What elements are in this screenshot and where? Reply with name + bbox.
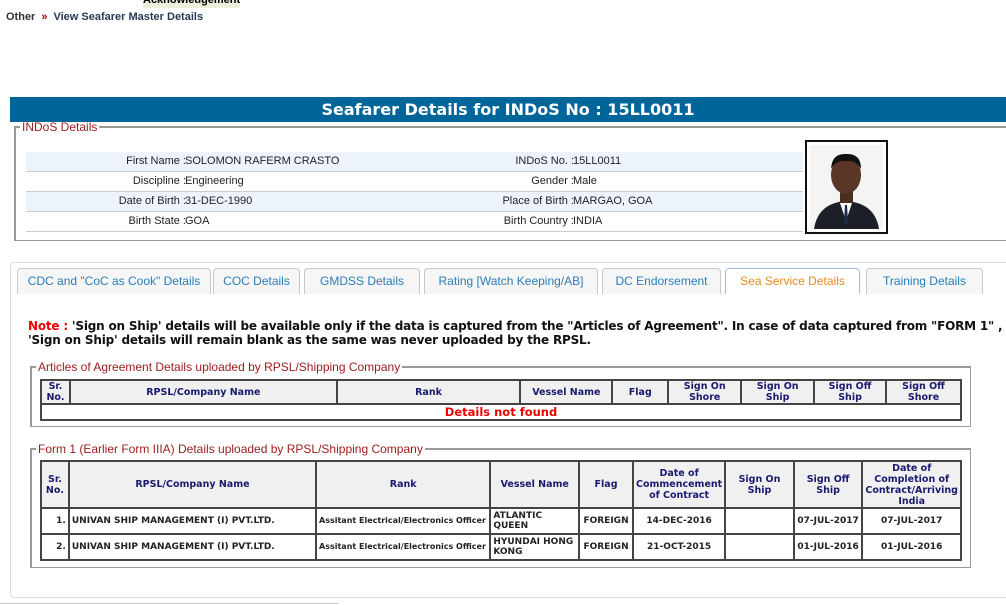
tab-rating-watch-keeping-ab[interactable]: Rating [Watch Keeping/AB] — [424, 268, 598, 294]
breadcrumb-current: View Seafarer Master Details — [53, 11, 204, 23]
column-header: Sign On Ship — [724, 460, 795, 509]
field-value: MARGAO, GOA — [573, 195, 653, 207]
table-cell — [724, 507, 795, 535]
tab-cdc-and-coc-as-cook-details[interactable]: CDC and "CoC as Cook" Details — [17, 268, 211, 294]
field-label: Place of Birth : — [502, 195, 574, 207]
person-photo-icon — [810, 145, 883, 229]
column-header: Rank — [315, 460, 492, 509]
field-label: Gender : — [531, 175, 574, 187]
aoa-table: Sr. No. RPSL/Company Name Rank Vessel Name F… — [40, 379, 962, 421]
tab-gmdss-details[interactable]: GMDSS Details — [304, 268, 420, 294]
tab-training-details[interactable]: Training Details — [866, 268, 983, 294]
table-cell: 01-JUL-2016 — [861, 533, 962, 561]
field-value: Engineering — [185, 175, 244, 187]
column-header: Sr. No. — [40, 460, 70, 509]
note-text: 'Sign on Ship' details will be available… — [28, 319, 1003, 347]
column-header: Sign On Ship — [740, 379, 816, 405]
field-label: Date of Birth : — [118, 195, 186, 207]
field-value: Male — [573, 175, 597, 187]
column-header: Sign Off Shore — [885, 379, 962, 405]
field-label: Discipline : — [132, 175, 186, 187]
table-cell: UNIVAN SHIP MANAGEMENT (I) PVT.LTD. — [67, 507, 318, 535]
table-cell: UNIVAN SHIP MANAGEMENT (I) PVT.LTD. — [67, 533, 318, 561]
table-cell: 14-DEC-2016 — [631, 507, 727, 535]
table-cell: 01-JUL-2016 — [792, 533, 864, 561]
field-label: Birth State : — [128, 215, 186, 227]
sea-service-note: Note : 'Sign on Ship' details will be av… — [28, 319, 1003, 347]
tab-sea-service-details[interactable]: Sea Service Details — [725, 268, 860, 294]
empty-message: Details not found — [40, 403, 962, 421]
column-header: Flag — [611, 379, 670, 405]
column-header: Date of Completion of Contract/Arriving … — [861, 460, 962, 509]
indos-row: Discipline : Engineering Gender : Male — [26, 172, 803, 192]
seafarer-photo — [805, 140, 888, 234]
form1-fieldset: Form 1 (Earlier Form IIIA) Details uploa… — [30, 442, 971, 568]
table-row: 1. UNIVAN SHIP MANAGEMENT (I) PVT.LTD. Ass… — [40, 507, 962, 535]
note-label: Note : — [28, 319, 68, 333]
tab-panel — [10, 262, 1006, 598]
table-cell: FOREIGN — [578, 507, 634, 535]
field-value: GOA — [185, 215, 210, 227]
divider — [0, 603, 338, 604]
table-row: 2. UNIVAN SHIP MANAGEMENT (I) PVT.LTD. Ass… — [40, 533, 962, 561]
table-cell: ATLANTIC QUEEN — [489, 507, 581, 535]
column-header: Sr. No. — [40, 379, 71, 405]
indos-row: Date of Birth :31-DEC-1990 Place of Birth… — [26, 192, 803, 212]
aoa-fieldset: Articles of Agreement Details uploaded b… — [30, 360, 971, 427]
breadcrumb-root[interactable]: Other — [6, 11, 36, 23]
table-cell — [724, 533, 795, 561]
indos-row: First Name : SOLOMON RAFERM CRASTO INDoS N… — [26, 152, 803, 172]
table-cell: Assitant Electrical/Electronics Officer — [315, 533, 492, 561]
table-cell: 2. — [40, 533, 70, 561]
table-cell: 1. — [40, 507, 70, 535]
field-value: 15LL0011 — [573, 155, 622, 167]
column-header: Vessel Name — [489, 460, 581, 509]
form1-legend: Form 1 (Earlier Form IIIA) Details uploa… — [38, 442, 423, 456]
field-label: Birth Country : — [503, 215, 574, 227]
table-cell: FOREIGN — [578, 533, 634, 561]
acknowledgement-link[interactable]: Acknowledgement — [143, 0, 240, 8]
tab-coc-details[interactable]: COC Details — [213, 268, 300, 294]
column-header: Sign Off Ship — [792, 460, 864, 509]
table-cell: 07-JUL-2017 — [792, 507, 864, 535]
page-title: Seafarer Details for INDoS No : 15LL0011 — [10, 97, 1006, 122]
aoa-legend: Articles of Agreement Details uploaded b… — [38, 360, 401, 374]
indos-row: Birth State : GOA Birth Country : INDIA — [26, 212, 803, 232]
column-header: Vessel Name — [519, 379, 614, 405]
column-header: RPSL/Company Name — [68, 379, 338, 405]
tab-dc-endorsement[interactable]: DC Endorsement — [602, 268, 721, 294]
field-label: First Name : — [126, 155, 186, 167]
column-header: Rank — [335, 379, 522, 405]
column-header: Flag — [578, 460, 634, 509]
breadcrumb-separator: » — [41, 11, 48, 23]
table-cell: 07-JUL-2017 — [861, 507, 962, 535]
indos-details-fieldset: INDoS Details First Name : SOLOMON RAFERM… — [14, 120, 1006, 241]
form1-table: Sr. No. RPSL/Company Name Rank Vessel Name F… — [40, 460, 962, 561]
table-cell: 21-OCT-2015 — [631, 533, 727, 561]
column-header: Date of Commencement of Contract — [631, 460, 727, 509]
column-header: Sign Off Ship — [813, 379, 888, 405]
column-header: Sign On Shore — [667, 379, 743, 405]
field-value: INDIA — [573, 215, 603, 227]
column-header: RPSL/Company Name — [67, 460, 318, 509]
breadcrumb: Other » View Seafarer Master Details — [6, 11, 203, 23]
table-cell: Assitant Electrical/Electronics Officer — [315, 507, 492, 535]
field-label: INDoS No. : — [515, 155, 574, 167]
table-cell: HYUNDAI HONG KONG — [489, 533, 581, 561]
indos-legend: INDoS Details — [22, 120, 98, 134]
field-value: SOLOMON RAFERM CRASTO — [185, 155, 340, 167]
field-value: 31-DEC-1990 — [185, 195, 253, 207]
